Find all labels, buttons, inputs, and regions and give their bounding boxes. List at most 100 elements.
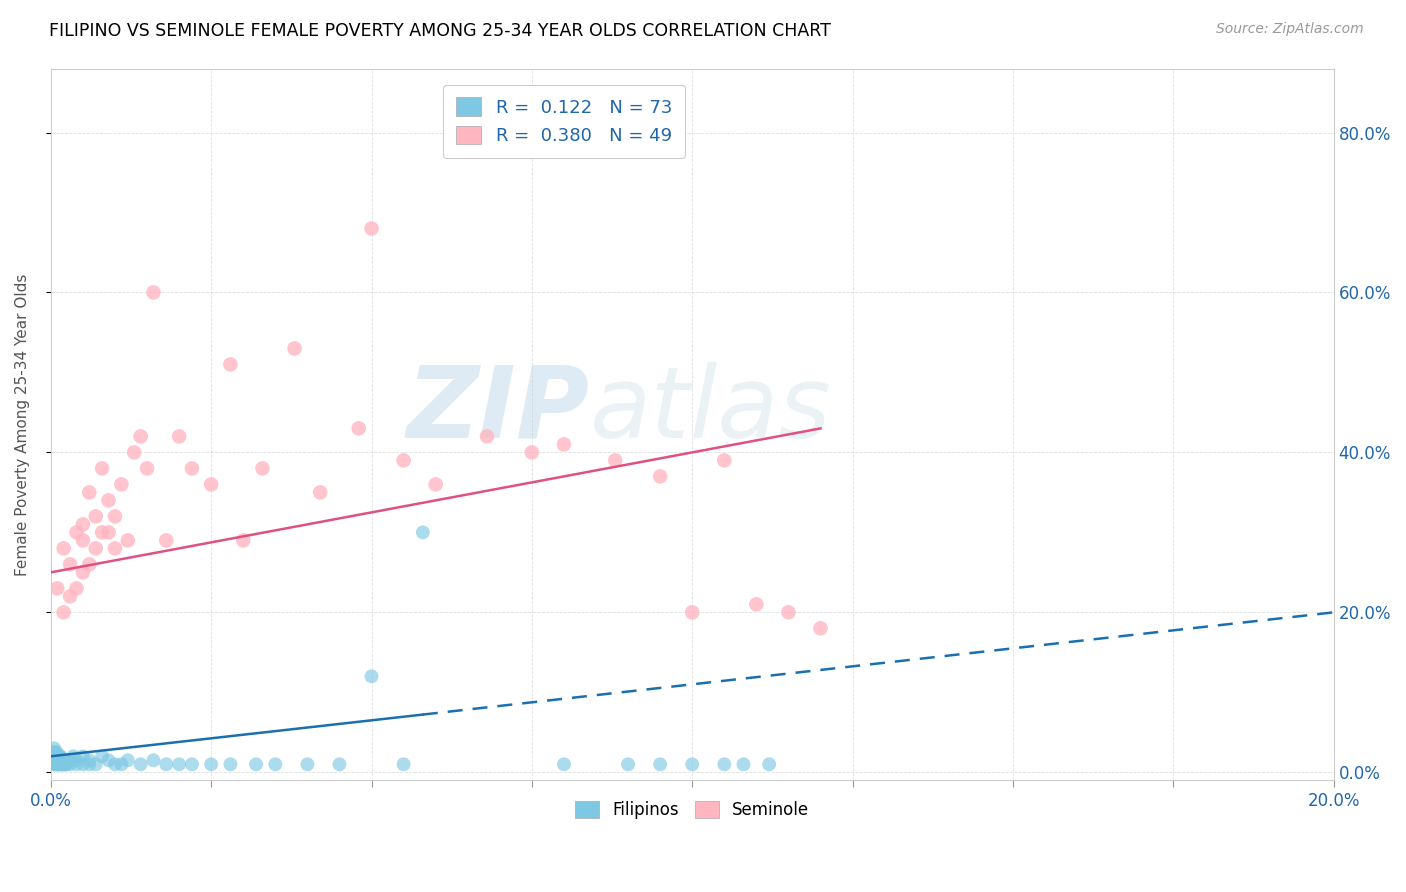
Point [42,745,65,759]
Point [51,753,73,767]
Point [52,757,75,772]
Point [59,753,82,767]
Point [91,749,114,764]
Point [284,342,307,356]
Point [46,757,69,772]
Point [360,221,382,235]
Point [59,757,82,772]
Point [617,757,640,772]
Point [84,541,107,556]
Point [232,533,254,548]
Point [97,493,120,508]
Point [62,749,84,764]
Point [53,753,76,767]
Point [52,605,75,619]
Point [136,461,159,475]
Point [48,753,70,767]
Point [59,558,82,572]
Point [297,757,319,772]
Point [117,753,139,767]
Point [42,753,65,767]
Text: FILIPINO VS SEMINOLE FEMALE POVERTY AMONG 25-34 YEAR OLDS CORRELATION CHART: FILIPINO VS SEMINOLE FEMALE POVERTY AMON… [49,22,831,40]
Point [48,749,70,764]
Point [412,525,434,540]
Point [45,745,67,759]
Point [110,477,132,491]
Point [79,753,101,767]
Point [56,757,79,772]
Point [65,525,87,540]
Point [65,757,87,772]
Point [155,757,177,772]
Text: ZIP: ZIP [406,361,589,458]
Point [91,525,114,540]
Point [51,757,73,772]
Legend: Filipinos, Seminole: Filipinos, Seminole [568,794,815,825]
Point [72,757,94,772]
Point [46,582,69,596]
Point [758,757,780,772]
Point [46,753,69,767]
Point [46,753,69,767]
Point [42,741,65,756]
Point [745,598,768,612]
Point [44,757,66,772]
Point [219,757,242,772]
Point [200,477,222,491]
Point [328,757,350,772]
Point [46,749,69,764]
Point [45,749,67,764]
Point [200,757,222,772]
Point [553,757,575,772]
Point [309,485,332,500]
Point [129,429,152,443]
Point [347,421,370,435]
Point [84,509,107,524]
Point [122,445,145,459]
Point [49,749,72,764]
Point [245,757,267,772]
Point [97,525,120,540]
Point [52,757,75,772]
Point [104,509,127,524]
Point [49,757,72,772]
Point [59,590,82,604]
Point [72,566,94,580]
Point [49,753,72,767]
Point [65,582,87,596]
Point [778,605,800,619]
Point [713,453,735,467]
Point [392,757,415,772]
Point [142,285,165,300]
Point [84,757,107,772]
Point [41,749,63,764]
Point [45,753,67,767]
Point [252,461,274,475]
Point [45,757,67,772]
Point [605,453,627,467]
Point [475,429,498,443]
Point [44,753,66,767]
Point [52,541,75,556]
Point [810,621,832,635]
Point [181,757,204,772]
Point [129,757,152,772]
Point [650,469,672,483]
Point [79,757,101,772]
Point [79,558,101,572]
Point [44,745,66,759]
Point [142,753,165,767]
Point [425,477,447,491]
Point [520,445,543,459]
Text: atlas: atlas [589,361,831,458]
Point [104,757,127,772]
Point [49,749,72,764]
Point [553,437,575,451]
Point [55,753,77,767]
Point [72,749,94,764]
Point [49,757,72,772]
Point [55,757,77,772]
Point [49,753,72,767]
Point [79,485,101,500]
Point [72,533,94,548]
